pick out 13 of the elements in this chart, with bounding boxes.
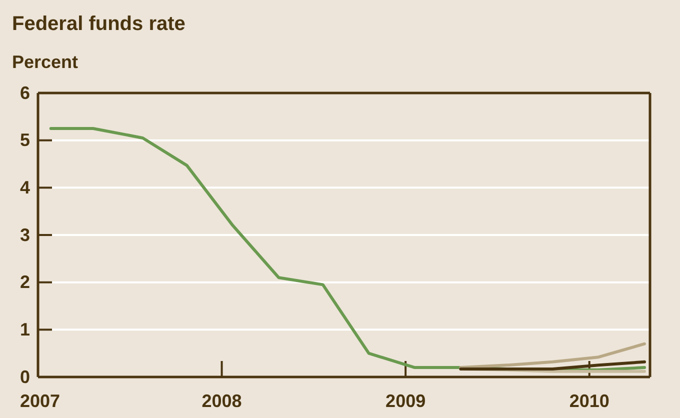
x-tick-label: 2007 <box>20 391 60 411</box>
x-tick-label: 2009 <box>386 391 426 411</box>
y-tick-label: 1 <box>20 319 30 340</box>
y-tick-label: 5 <box>20 130 30 150</box>
y-tick-label: 6 <box>20 82 30 103</box>
y-tick-label: 4 <box>20 177 30 198</box>
y-tick-label: 3 <box>20 224 30 245</box>
x-tick-label: 2010 <box>569 391 610 411</box>
x-tick-label: 2008 <box>202 391 242 411</box>
chart-title: Federal funds rate <box>12 13 186 35</box>
y-tick-label: 2 <box>20 272 30 292</box>
y-tick-label: 0 <box>20 366 30 387</box>
y-axis-title: Percent <box>12 52 78 72</box>
